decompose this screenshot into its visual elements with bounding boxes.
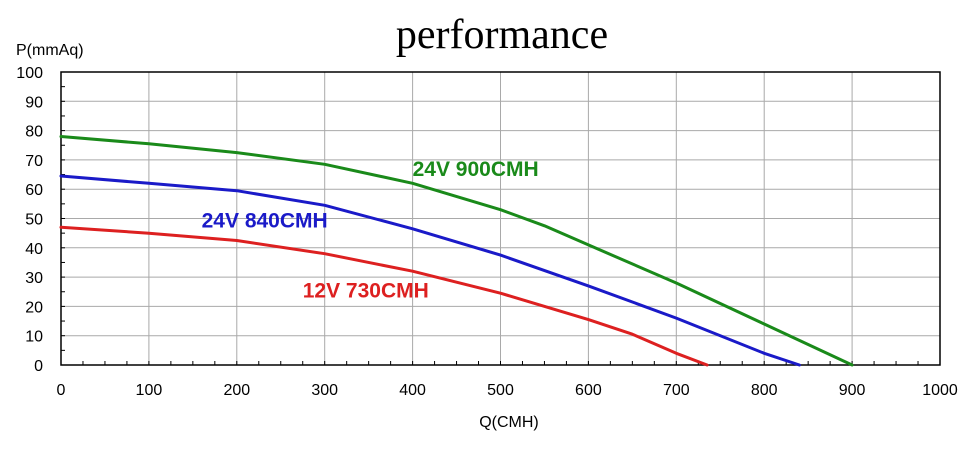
x-tick-label: 800 xyxy=(751,382,778,399)
x-axis-label: Q(CMH) xyxy=(479,414,539,431)
chart-title: performance xyxy=(396,12,608,58)
x-tick-label: 200 xyxy=(223,382,250,399)
x-tick-label: 600 xyxy=(575,382,602,399)
x-tick-label: 100 xyxy=(136,382,163,399)
x-tick-label: 900 xyxy=(839,382,866,399)
plot-frame xyxy=(60,71,941,366)
series-line xyxy=(59,174,801,367)
series-line xyxy=(59,135,854,367)
x-tick-label: 500 xyxy=(487,382,514,399)
x-tick-label: 700 xyxy=(663,382,690,399)
x-tick-labels: 0 100 200 300 400 500 600 700 800 900 1000 xyxy=(57,382,958,399)
y-tick-label: 40 xyxy=(25,241,43,258)
x-tick-label: 300 xyxy=(311,382,338,399)
y-axis-label: P(mmAq) xyxy=(16,42,84,59)
y-tick-label: 30 xyxy=(25,270,43,287)
y-tick-labels: 0 10 20 30 40 50 60 70 80 90 100 xyxy=(16,65,43,375)
series-layer xyxy=(59,135,854,367)
y-tick-label: 0 xyxy=(34,358,43,375)
y-tick-label: 70 xyxy=(25,153,43,170)
y-tick-label: 100 xyxy=(16,65,43,82)
y-tick-label: 20 xyxy=(25,299,43,316)
y-tick-label: 10 xyxy=(25,329,43,346)
x-tick-label: 400 xyxy=(399,382,426,399)
y-tick-label: 80 xyxy=(25,124,43,141)
y-tick-label: 90 xyxy=(25,94,43,111)
y-tick-label: 50 xyxy=(25,212,43,229)
x-tick-label: 1000 xyxy=(922,382,958,399)
grid-layer xyxy=(61,72,940,365)
y-tick-label: 60 xyxy=(25,182,43,199)
annotation-layer: 24V 900CMH 24V 840CMH 12V 730CMH xyxy=(202,158,539,303)
series-line xyxy=(59,225,709,367)
series-annotation: 12V 730CMH xyxy=(303,280,429,303)
series-annotation: 24V 840CMH xyxy=(202,209,328,232)
x-tick-label: 0 xyxy=(57,382,66,399)
series-annotation: 24V 900CMH xyxy=(413,158,539,181)
